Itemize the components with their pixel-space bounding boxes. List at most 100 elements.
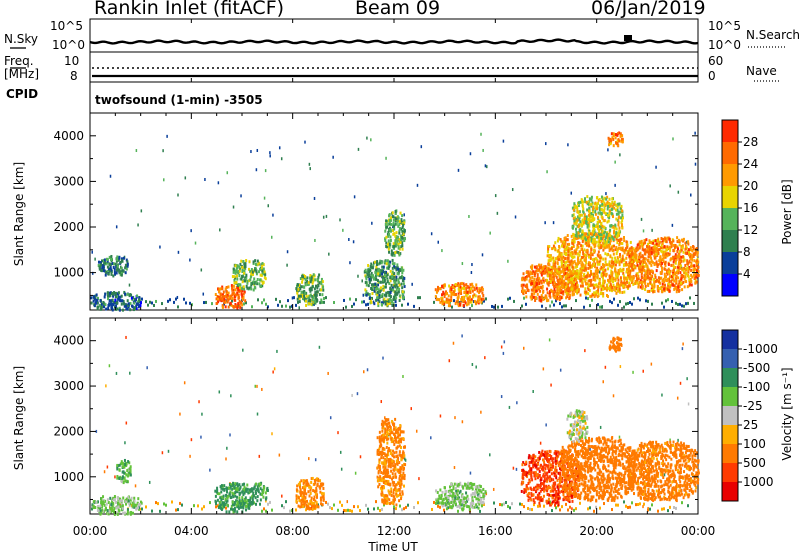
power-cell [618, 260, 621, 264]
power-cell [534, 298, 537, 302]
velocity-cell [681, 501, 683, 505]
power-cell [694, 251, 697, 255]
power-cell [683, 285, 686, 289]
power-cell [682, 255, 685, 259]
power-cell [549, 290, 552, 294]
power-cell [525, 302, 527, 306]
power-cell [90, 301, 93, 305]
power-cell [546, 254, 549, 258]
power-cell [383, 271, 386, 275]
power-cell [616, 218, 619, 222]
velocity-cell [593, 509, 595, 513]
power-cell [381, 272, 384, 276]
power-cell [390, 249, 393, 253]
power-cell [673, 284, 676, 288]
power-cell [574, 282, 577, 286]
power-cell [545, 278, 548, 282]
power-cell [511, 188, 514, 192]
power-cell [553, 296, 556, 300]
velocity-cell [167, 449, 170, 453]
power-cell [657, 243, 660, 247]
power-cell [587, 241, 590, 245]
power-cell [384, 237, 387, 241]
power-cell [596, 253, 599, 257]
power-cell [688, 267, 691, 271]
power-cell [370, 286, 373, 290]
power-cell [403, 230, 406, 234]
velocity-cell [200, 435, 202, 439]
power-cell [227, 298, 230, 302]
power-cell [596, 207, 599, 211]
power-colorbar-swatch [722, 142, 738, 164]
power-cell [540, 273, 543, 277]
power-cell [384, 270, 387, 274]
power-cell [603, 231, 606, 235]
power-cell [654, 247, 657, 251]
power-cell [253, 277, 256, 281]
power-cell [543, 265, 546, 269]
power-cell [525, 270, 528, 274]
power-cell [577, 225, 580, 229]
power-cell [567, 273, 570, 277]
velocity-cell [493, 501, 495, 505]
power-cell [235, 286, 238, 290]
power-cell [135, 149, 138, 153]
power-cell [677, 247, 680, 251]
power-cell [609, 209, 612, 213]
power-cell [605, 197, 608, 201]
power-cell [468, 298, 471, 302]
power-cell [342, 228, 344, 232]
power-cell [302, 297, 305, 301]
power-cell [645, 299, 647, 303]
power-cell [592, 205, 595, 209]
power-cell [233, 298, 236, 302]
power-cell [108, 255, 111, 259]
velocity-cell [549, 500, 551, 504]
power-cell [671, 278, 674, 282]
power-cell [659, 281, 662, 285]
velocity-cell [447, 506, 449, 510]
power-cell [106, 294, 109, 298]
power-cell [221, 287, 224, 291]
power-cell [581, 244, 584, 248]
velocity-cell [127, 496, 130, 500]
velocity-cell [289, 509, 291, 513]
power-cell [103, 258, 106, 262]
power-cell [582, 207, 585, 211]
power-cell [215, 297, 218, 301]
power-cell [391, 277, 394, 281]
velocity-cell [603, 502, 605, 506]
power-cell [695, 280, 698, 284]
power-cell [678, 281, 681, 285]
power-cell [370, 138, 372, 142]
velocity-cell [318, 345, 321, 349]
power-cell [571, 214, 574, 218]
power-cell [371, 273, 374, 277]
velocity-cell [121, 506, 124, 510]
power-cell [617, 211, 620, 215]
power-cell [672, 137, 674, 141]
power-cell [612, 280, 615, 284]
velocity-cell [281, 504, 283, 508]
power-cell [661, 301, 663, 305]
power-cell [231, 296, 234, 300]
power-cell [660, 244, 663, 248]
power-cell [545, 270, 548, 274]
velocity-cell [96, 508, 99, 512]
power-cell [561, 276, 564, 280]
power-cell [587, 261, 590, 265]
power-cell [540, 263, 543, 267]
power-cell [680, 259, 683, 263]
power-cell [309, 289, 312, 293]
power-cell [604, 268, 607, 272]
velocity-cell [384, 416, 386, 420]
power-cell [583, 236, 586, 240]
power-cell [224, 305, 227, 309]
velocity-cell [548, 338, 551, 342]
power-cell [691, 264, 694, 268]
power-cell [672, 265, 675, 269]
power-cell [590, 218, 593, 222]
power-cell [551, 272, 554, 276]
power-cell [694, 278, 697, 282]
power-cell [566, 243, 569, 247]
